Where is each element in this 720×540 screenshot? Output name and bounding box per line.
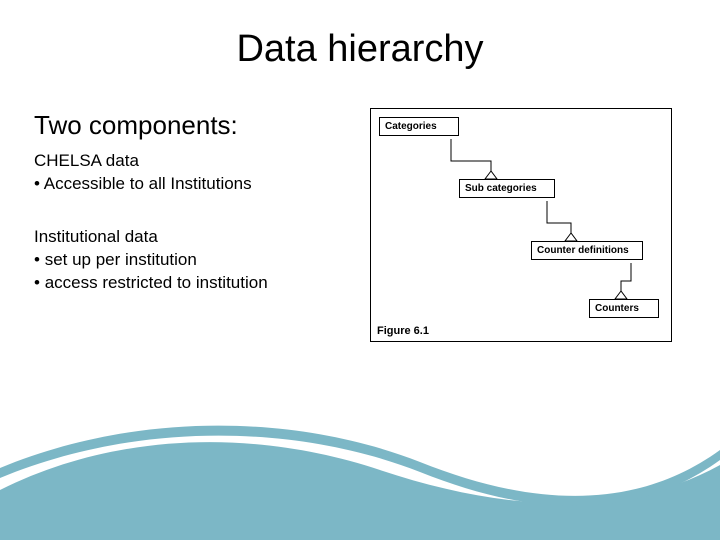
slide: Data hierarchy Two components: CHELSA da… — [0, 0, 720, 540]
hierarchy-diagram: Categories Sub categories Counter defini… — [370, 108, 672, 342]
diagram-inner: Categories Sub categories Counter defini… — [371, 109, 671, 341]
chelsa-bullet-0: • Accessible to all Institutions — [34, 173, 252, 196]
page-title: Data hierarchy — [0, 28, 720, 71]
node-subcategories: Sub categories — [459, 179, 555, 198]
node-counters: Counters — [589, 299, 659, 318]
node-categories: Categories — [379, 117, 459, 136]
wave-path-main — [0, 442, 720, 540]
institutional-heading: Institutional data — [34, 226, 268, 249]
chelsa-heading: CHELSA data — [34, 150, 252, 173]
node-counter-definitions: Counter definitions — [531, 241, 643, 260]
text-block-chelsa: CHELSA data • Accessible to all Institut… — [34, 150, 252, 196]
subtitle: Two components: — [34, 110, 238, 141]
wave-decoration — [0, 370, 720, 540]
institutional-bullet-1: • access restricted to institution — [34, 272, 268, 295]
figure-caption: Figure 6.1 — [377, 325, 429, 337]
text-block-institutional: Institutional data • set up per institut… — [34, 226, 268, 295]
institutional-bullet-0: • set up per institution — [34, 249, 268, 272]
